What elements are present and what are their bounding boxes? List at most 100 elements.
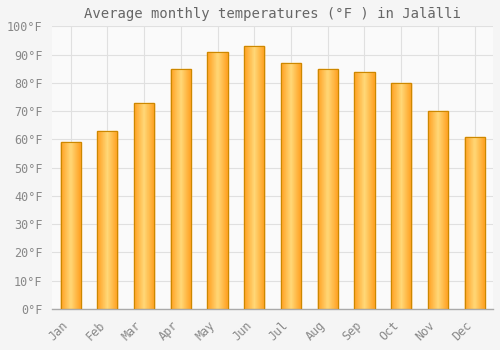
Bar <box>246 46 247 309</box>
Bar <box>319 69 320 309</box>
Bar <box>466 136 468 309</box>
Bar <box>369 71 370 309</box>
Bar <box>433 111 434 309</box>
Bar <box>478 136 480 309</box>
Bar <box>260 46 261 309</box>
Bar <box>66 142 68 309</box>
Bar <box>70 142 72 309</box>
Bar <box>110 131 111 309</box>
Bar <box>108 131 110 309</box>
Bar <box>320 69 321 309</box>
Bar <box>106 131 108 309</box>
Bar <box>391 83 392 309</box>
Bar <box>364 71 365 309</box>
Bar <box>291 63 292 309</box>
Bar <box>368 71 369 309</box>
Bar <box>216 52 217 309</box>
Bar <box>252 46 253 309</box>
Bar <box>410 83 412 309</box>
Bar <box>140 103 141 309</box>
Bar <box>116 131 117 309</box>
Bar <box>136 103 138 309</box>
Bar <box>181 69 182 309</box>
Bar <box>403 83 404 309</box>
Bar <box>284 63 285 309</box>
Bar <box>138 103 140 309</box>
Bar <box>188 69 189 309</box>
Bar <box>476 136 478 309</box>
Bar <box>357 71 358 309</box>
Bar <box>62 142 63 309</box>
Bar <box>331 69 332 309</box>
Bar <box>288 63 289 309</box>
Bar <box>134 103 154 309</box>
Bar <box>470 136 472 309</box>
Bar <box>395 83 396 309</box>
Bar <box>318 69 319 309</box>
Bar <box>208 52 228 309</box>
Bar <box>318 69 338 309</box>
Bar <box>80 142 81 309</box>
Bar <box>483 136 484 309</box>
Bar <box>152 103 153 309</box>
Bar <box>150 103 151 309</box>
Bar <box>78 142 80 309</box>
Bar <box>170 69 191 309</box>
Bar <box>355 71 356 309</box>
Bar <box>149 103 150 309</box>
Bar <box>337 69 338 309</box>
Bar <box>224 52 225 309</box>
Bar <box>294 63 295 309</box>
Bar <box>360 71 361 309</box>
Bar <box>300 63 301 309</box>
Bar <box>74 142 76 309</box>
Bar <box>322 69 323 309</box>
Bar <box>185 69 186 309</box>
Bar <box>215 52 216 309</box>
Bar <box>179 69 180 309</box>
Bar <box>332 69 333 309</box>
Bar <box>328 69 329 309</box>
Bar <box>102 131 104 309</box>
Bar <box>482 136 483 309</box>
Bar <box>429 111 430 309</box>
Bar <box>430 111 431 309</box>
Bar <box>442 111 444 309</box>
Bar <box>225 52 226 309</box>
Bar <box>61 142 62 309</box>
Bar <box>397 83 398 309</box>
Bar <box>244 46 245 309</box>
Bar <box>64 142 66 309</box>
Bar <box>176 69 177 309</box>
Bar <box>180 69 181 309</box>
Bar <box>393 83 394 309</box>
Bar <box>440 111 442 309</box>
Title: Average monthly temperatures (°F ) in Jalālli: Average monthly temperatures (°F ) in Ja… <box>84 7 461 21</box>
Bar <box>363 71 364 309</box>
Bar <box>104 131 106 309</box>
Bar <box>219 52 220 309</box>
Bar <box>190 69 191 309</box>
Bar <box>251 46 252 309</box>
Bar <box>361 71 362 309</box>
Bar <box>398 83 399 309</box>
Bar <box>210 52 211 309</box>
Bar <box>172 69 173 309</box>
Bar <box>474 136 476 309</box>
Bar <box>144 103 145 309</box>
Bar <box>261 46 262 309</box>
Bar <box>256 46 257 309</box>
Bar <box>218 52 219 309</box>
Bar <box>481 136 482 309</box>
Bar <box>189 69 190 309</box>
Bar <box>434 111 436 309</box>
Bar <box>404 83 406 309</box>
Bar <box>330 69 331 309</box>
Bar <box>217 52 218 309</box>
Bar <box>263 46 264 309</box>
Bar <box>187 69 188 309</box>
Bar <box>214 52 215 309</box>
Bar <box>98 131 117 309</box>
Bar <box>295 63 296 309</box>
Bar <box>396 83 397 309</box>
